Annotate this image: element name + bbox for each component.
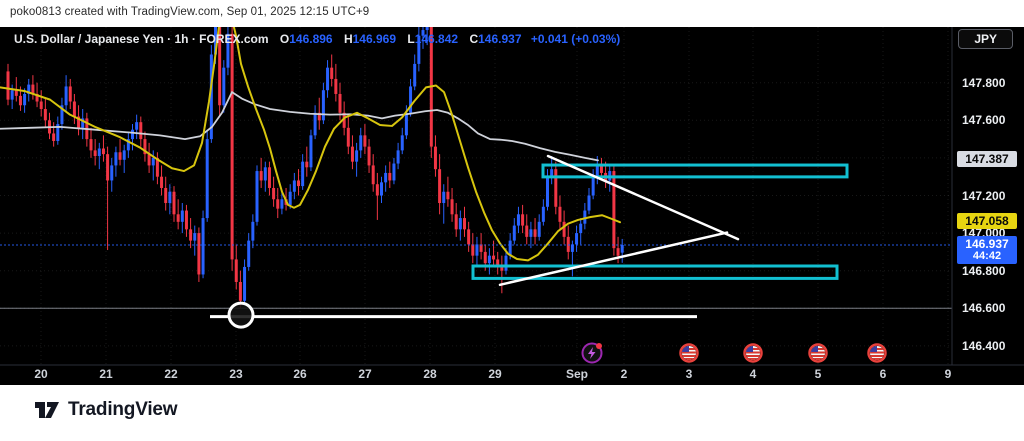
gridlines: [0, 27, 952, 365]
time-axis-label: Sep: [565, 367, 588, 381]
low-value: 146.842: [414, 32, 459, 46]
tradingview-logo-text: TradingView: [68, 399, 178, 420]
time-axis-label: 29: [488, 367, 502, 381]
currency-toggle-button[interactable]: JPY: [958, 29, 1013, 49]
time-axis-label: 26: [293, 367, 307, 381]
open-value: 146.896: [289, 32, 333, 46]
us-economic-event-flag-icon[interactable]: [743, 343, 763, 363]
bar-countdown: 44:42: [972, 249, 1002, 262]
economic-event-lightning-icon[interactable]: [581, 342, 603, 364]
time-axis-label: 20: [34, 367, 48, 381]
high-value: 146.969: [352, 32, 397, 46]
time-axis[interactable]: 20 21 22 23 26 27 28 29 Sep 2 3 4 5 6 9: [0, 365, 1024, 385]
supply-demand-box-1[interactable]: [541, 163, 849, 179]
time-axis-label: 28: [423, 367, 437, 381]
ma-slow-line[interactable]: [0, 91, 599, 162]
time-axis-label: 9: [944, 367, 952, 381]
time-axis-label: 5: [814, 367, 822, 381]
time-axis-label: 21: [99, 367, 113, 381]
tradingview-logo-icon: [35, 402, 59, 418]
trendline-2[interactable]: [498, 231, 729, 287]
price-axis-label: 147.800: [962, 75, 1006, 90]
price-axis-label: 147.600: [962, 113, 1006, 128]
time-axis-label: 2: [620, 367, 628, 381]
symbol-title[interactable]: U.S. Dollar / Japanese Yen · 1h · FOREX.…: [14, 32, 269, 46]
price-axis-label: 146.800: [962, 263, 1006, 278]
price-tag-ma-slow: 147.387: [957, 151, 1017, 168]
us-economic-event-flag-icon[interactable]: [808, 343, 828, 363]
price-axis-label: 146.600: [962, 301, 1006, 316]
trendline-1[interactable]: [546, 154, 740, 241]
attribution-bar: poko0813 created with TradingView.com, S…: [0, 0, 1024, 27]
high-label: H: [343, 32, 353, 46]
price-tag-last: 146.937 44:42: [957, 235, 1017, 264]
ma-fast-line[interactable]: [0, 27, 621, 262]
time-axis-label: 22: [164, 367, 178, 381]
change-value: +0.041 (+0.03%): [530, 32, 621, 46]
us-economic-event-flag-icon[interactable]: [867, 343, 887, 363]
low-label: L: [407, 32, 415, 46]
price-axis-label: 147.200: [962, 188, 1006, 203]
plot-group[interactable]: [0, 27, 952, 365]
circle-marker-drawing[interactable]: [227, 301, 255, 329]
time-axis-label: 27: [358, 367, 372, 381]
close-value: 146.937: [478, 32, 522, 46]
price-axis-label: 146.400: [962, 338, 1006, 353]
chart-legend: U.S. Dollar / Japanese Yen · 1h · FOREX.…: [14, 32, 620, 46]
chart-area[interactable]: U.S. Dollar / Japanese Yen · 1h · FOREX.…: [0, 27, 1024, 385]
price-chart-canvas[interactable]: [0, 27, 1024, 385]
us-economic-event-flag-icon[interactable]: [679, 343, 699, 363]
attribution-text: poko0813 created with TradingView.com, S…: [10, 6, 370, 18]
open-label: O: [279, 32, 290, 46]
footer-bar: TradingView: [0, 385, 1024, 441]
time-axis-label: 6: [879, 367, 887, 381]
tradingview-logo[interactable]: TradingView: [34, 399, 178, 421]
price-axis[interactable]: 147.800 147.600 147.200 147.000 146.800 146.6…: [952, 27, 1024, 365]
close-label: C: [469, 32, 479, 46]
price-tag-ma-fast: 147.058: [957, 213, 1017, 230]
candles: [6, 27, 624, 309]
time-axis-label: 3: [685, 367, 693, 381]
time-axis-label: 23: [229, 367, 243, 381]
supply-demand-box-2[interactable]: [471, 264, 839, 280]
time-axis-label: 4: [749, 367, 757, 381]
